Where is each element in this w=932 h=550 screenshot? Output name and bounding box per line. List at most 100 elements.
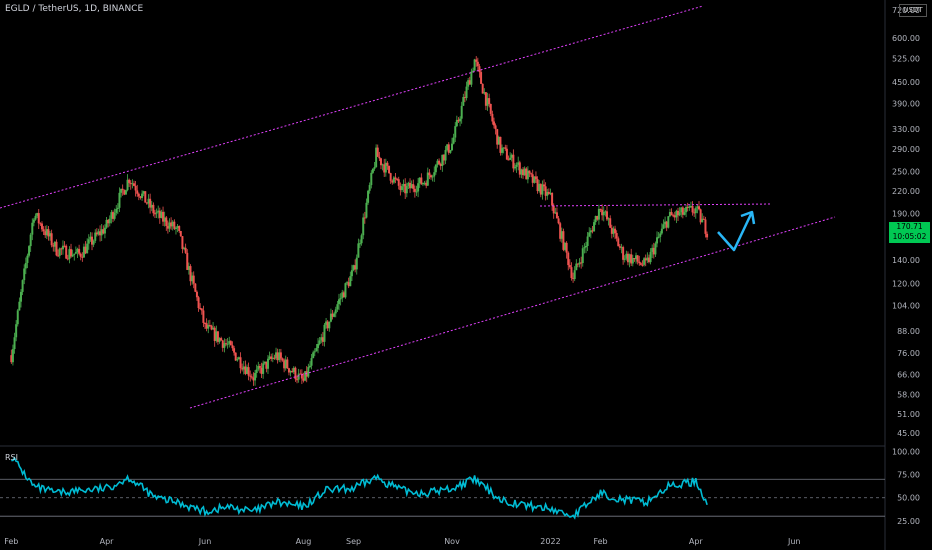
- candle-body: [492, 121, 495, 126]
- candle-body: [341, 292, 344, 299]
- candle-body: [312, 352, 315, 359]
- candle-body: [589, 230, 592, 233]
- candle-body: [168, 222, 171, 229]
- candle-body: [699, 209, 702, 223]
- candle-body: [291, 370, 294, 373]
- candle-body: [310, 358, 313, 366]
- candle-body: [376, 147, 379, 157]
- price-tick-label: 190.00: [892, 209, 920, 218]
- channel-upper-line: [0, 5, 704, 209]
- candle-body: [92, 240, 95, 245]
- candle-body: [170, 222, 173, 227]
- candle-body: [407, 182, 410, 186]
- candle-body: [573, 270, 576, 280]
- candle-body: [145, 202, 148, 204]
- candle-body: [76, 248, 79, 253]
- candle-body: [242, 366, 245, 370]
- candle-body: [163, 217, 166, 222]
- candle-body: [231, 345, 234, 349]
- candle-body: [510, 154, 513, 158]
- candle-body: [639, 263, 642, 265]
- candle-body: [136, 190, 139, 194]
- candle-body: [245, 367, 248, 374]
- candle-body: [593, 222, 596, 232]
- currency-unit-button[interactable]: USDT: [899, 4, 927, 17]
- candle-body: [465, 86, 468, 98]
- candle-body: [78, 248, 81, 254]
- candle-body: [200, 308, 203, 311]
- chart-title: EGLD / TetherUS, 1D, BINANCE: [5, 4, 144, 14]
- time-axis[interactable]: Feb Apr Jun Aug Sep Nov 2022 Feb Apr Jun: [4, 537, 800, 546]
- candle-body: [23, 268, 26, 281]
- candle-body: [363, 217, 366, 219]
- candle-body: [434, 164, 437, 173]
- candle-body: [612, 228, 615, 234]
- candle-body: [278, 352, 281, 361]
- candle-body: [660, 228, 663, 234]
- candle-body: [463, 97, 466, 99]
- candle-body: [283, 360, 286, 369]
- candle-body: [551, 192, 554, 206]
- candle-body: [397, 179, 400, 186]
- candle-body: [323, 324, 326, 342]
- candle-body: [179, 230, 182, 237]
- candle-body: [166, 225, 169, 229]
- candle-body: [497, 136, 500, 145]
- candle-body: [480, 72, 483, 84]
- candle-body: [693, 212, 696, 214]
- candle-body: [152, 204, 155, 214]
- candle-body: [47, 229, 50, 237]
- candle-body: [478, 66, 481, 73]
- candle-body: [625, 253, 628, 259]
- candle-body: [141, 193, 144, 198]
- candle-body: [609, 218, 612, 228]
- candle-body: [308, 365, 311, 368]
- price-axis[interactable]: 720.00 600.00 525.00 450.00 390.00 330.00 290.…: [892, 6, 920, 438]
- candle-body: [204, 322, 207, 324]
- candle-body: [491, 113, 494, 122]
- candle-body: [63, 245, 66, 247]
- candle-body: [116, 207, 119, 209]
- candle-body: [16, 310, 19, 325]
- candle-body: [195, 291, 198, 298]
- candle-body: [18, 301, 21, 311]
- candle-body: [210, 325, 213, 330]
- candle-body: [212, 327, 215, 330]
- candle-body: [641, 264, 644, 266]
- candle-body: [488, 98, 491, 104]
- candle-body: [436, 160, 439, 165]
- candle-body: [19, 291, 22, 302]
- candle-body: [365, 202, 368, 218]
- candle-body: [239, 357, 242, 369]
- rsi-tick-label: 75.00: [897, 471, 920, 480]
- candle-body: [486, 98, 489, 106]
- candle-body: [580, 262, 583, 264]
- rsi-axis[interactable]: 100.00 75.00 50.00 25.00: [892, 448, 920, 526]
- rsi-tick-label: 100.00: [892, 448, 920, 457]
- candle-body: [74, 252, 77, 254]
- candle-body: [518, 162, 521, 175]
- candle-body: [604, 211, 607, 213]
- candle-body: [142, 191, 145, 194]
- candle-body: [383, 164, 386, 173]
- candle-body: [191, 275, 194, 282]
- price-tick-label: 250.00: [892, 168, 920, 177]
- candle-body: [153, 213, 156, 215]
- candle-body: [452, 137, 455, 144]
- price-tick-label: 88.00: [897, 327, 920, 336]
- candle-body: [286, 359, 289, 369]
- rsi-label: RSI: [5, 453, 18, 462]
- candle-body: [52, 245, 55, 247]
- candle-body: [441, 154, 444, 167]
- candle-body: [15, 324, 18, 338]
- candle-body: [271, 357, 274, 359]
- candle-body: [10, 355, 13, 363]
- candle-body: [186, 252, 189, 270]
- candle-body: [451, 143, 454, 151]
- candle-body: [176, 226, 179, 228]
- candle-body: [475, 59, 478, 62]
- candle-body: [675, 210, 678, 218]
- candle-body: [502, 147, 505, 149]
- candle-body: [404, 183, 407, 194]
- candle-body: [417, 183, 420, 192]
